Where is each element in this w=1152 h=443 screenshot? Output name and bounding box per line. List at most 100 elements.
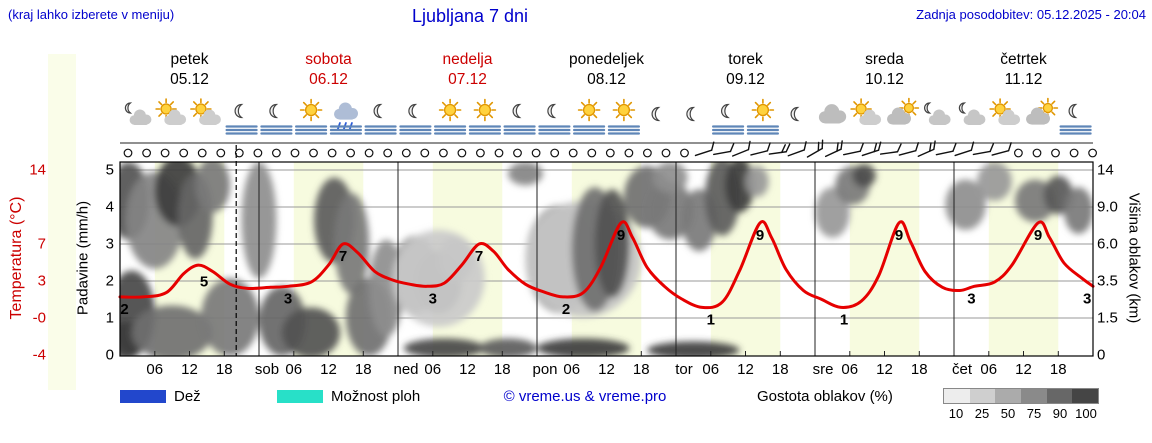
wind-calm-icon xyxy=(179,148,189,158)
svg-text:9: 9 xyxy=(1034,227,1042,244)
svg-text:7: 7 xyxy=(339,248,347,265)
x-day-label: tor xyxy=(675,361,693,378)
day-date: 08.12 xyxy=(587,71,626,88)
day-header-torek: torek 09.12 xyxy=(676,50,815,90)
x-hour-label: 12 xyxy=(737,361,754,378)
weather-icon-sun-cloud xyxy=(850,98,882,125)
wind-calm-icon xyxy=(383,148,393,158)
x-hour-label: 18 xyxy=(493,361,511,378)
x-hour-label: 06 xyxy=(146,361,164,378)
x-day-label: sre xyxy=(812,361,834,378)
day-date: 06.12 xyxy=(309,71,348,88)
wind-calm-icon xyxy=(457,148,467,158)
wind-barb-icon xyxy=(824,140,843,158)
day-date: 07.12 xyxy=(448,71,487,88)
wind-calm-icon xyxy=(290,148,300,158)
x-hour-label: 06 xyxy=(424,361,442,378)
temp-tick: 7 xyxy=(37,235,46,253)
wind-calm-icon xyxy=(253,148,263,158)
precip-tick: 1 xyxy=(105,309,114,327)
temperature-curve xyxy=(118,220,1095,310)
wind-calm-icon xyxy=(513,148,522,158)
precip-tick: 5 xyxy=(105,161,114,179)
x-hour-label: 06 xyxy=(841,361,859,378)
x-hour-label: 18 xyxy=(1049,361,1067,378)
cloud-density-layer xyxy=(120,162,1093,356)
x-day-label: čet xyxy=(951,361,972,378)
wind-calm-icon xyxy=(531,148,541,158)
wind-barb-icon xyxy=(842,142,864,156)
last-update: Zadnja posodobitev: 05.12.2025 - 20:04 xyxy=(916,7,1146,22)
wind-barb-icon xyxy=(806,139,824,158)
day-name: ponedeljek xyxy=(569,51,644,68)
wind-barb-icon xyxy=(991,142,1012,156)
rain-legend-label: Dež xyxy=(174,388,201,405)
wind-barb-icon xyxy=(879,143,902,155)
svg-text:3: 3 xyxy=(284,290,292,307)
wind-calm-icon xyxy=(680,148,689,158)
wind-barb-icon xyxy=(768,143,791,155)
wind-barb-icon xyxy=(731,140,751,157)
density-tick: 25 xyxy=(974,406,990,421)
wind-calm-icon xyxy=(1014,148,1023,158)
weather-icon-cloud-moon xyxy=(958,102,986,125)
svg-text:3: 3 xyxy=(1083,290,1091,307)
precip-tick: 4 xyxy=(105,198,114,216)
temp-tick: -0 xyxy=(32,309,46,327)
x-hour-label: 12 xyxy=(320,361,337,378)
x-hour-label: 18 xyxy=(354,361,372,378)
density-swatch xyxy=(995,389,1022,403)
weather-icon-moon xyxy=(790,106,800,122)
wind-calm-icon xyxy=(476,148,485,158)
weather-icon-sun-fog xyxy=(434,98,467,135)
x-hour-label: 12 xyxy=(1015,361,1032,378)
svg-text:3: 3 xyxy=(429,290,437,307)
wind-calm-icon xyxy=(643,148,652,158)
day-date: 10.12 xyxy=(865,71,904,88)
day-name: sobota xyxy=(305,51,352,68)
page-title: Ljubljana 7 dni xyxy=(411,6,529,26)
weather-icon-moon-fog xyxy=(538,103,571,135)
credit-link[interactable]: © vreme.us & vreme.pro xyxy=(503,388,667,405)
x-hour-label: 18 xyxy=(215,361,233,378)
day-date: 05.12 xyxy=(170,71,209,88)
wind-barb-icon xyxy=(972,143,995,156)
x-hour-label: 06 xyxy=(702,361,720,378)
rain-legend-swatch xyxy=(120,390,166,403)
wind-calm-icon xyxy=(216,148,226,158)
left-margin-strip xyxy=(48,54,76,390)
temp-tick: 14 xyxy=(29,161,46,179)
weather-icon-sun-fog xyxy=(572,98,606,135)
wind-calm-icon xyxy=(568,148,578,158)
day-name: petek xyxy=(170,51,209,68)
day-header-četrtek: četrtek 11.12 xyxy=(954,50,1093,90)
weather-icon-cloud-moon xyxy=(124,102,152,125)
wind-calm-icon xyxy=(661,148,671,158)
cloud-density-scale xyxy=(943,388,1099,404)
svg-text:9: 9 xyxy=(617,227,625,244)
weather-icons-row xyxy=(124,97,1092,135)
wind-barb-icon xyxy=(750,142,771,156)
density-swatch xyxy=(1046,389,1073,403)
day-name: torek xyxy=(728,51,763,68)
wind-barb-icon xyxy=(935,142,957,156)
day-header-sreda: sreda 10.12 xyxy=(815,50,954,90)
wind-calm-icon xyxy=(1069,148,1079,158)
wind-calm-icon xyxy=(439,148,448,158)
precip-tick: 0 xyxy=(105,346,114,364)
temp-tick: -4 xyxy=(32,346,46,364)
weather-icon-moon-fog xyxy=(503,103,536,135)
wind-calm-icon xyxy=(401,148,411,158)
wind-barb-icon xyxy=(713,143,735,156)
svg-text:9: 9 xyxy=(895,227,903,244)
day-header-petek: petek 05.12 xyxy=(120,50,259,90)
density-tick: 75 xyxy=(1026,406,1042,421)
day-date: 11.12 xyxy=(1004,71,1043,88)
x-day-label: ned xyxy=(393,361,419,378)
wind-calm-icon xyxy=(1051,148,1060,158)
density-tick: 100 xyxy=(1075,406,1097,421)
wind-row xyxy=(123,139,1097,158)
density-tick: 10 xyxy=(948,406,964,421)
showers-legend-label: Možnost ploh xyxy=(331,388,421,405)
